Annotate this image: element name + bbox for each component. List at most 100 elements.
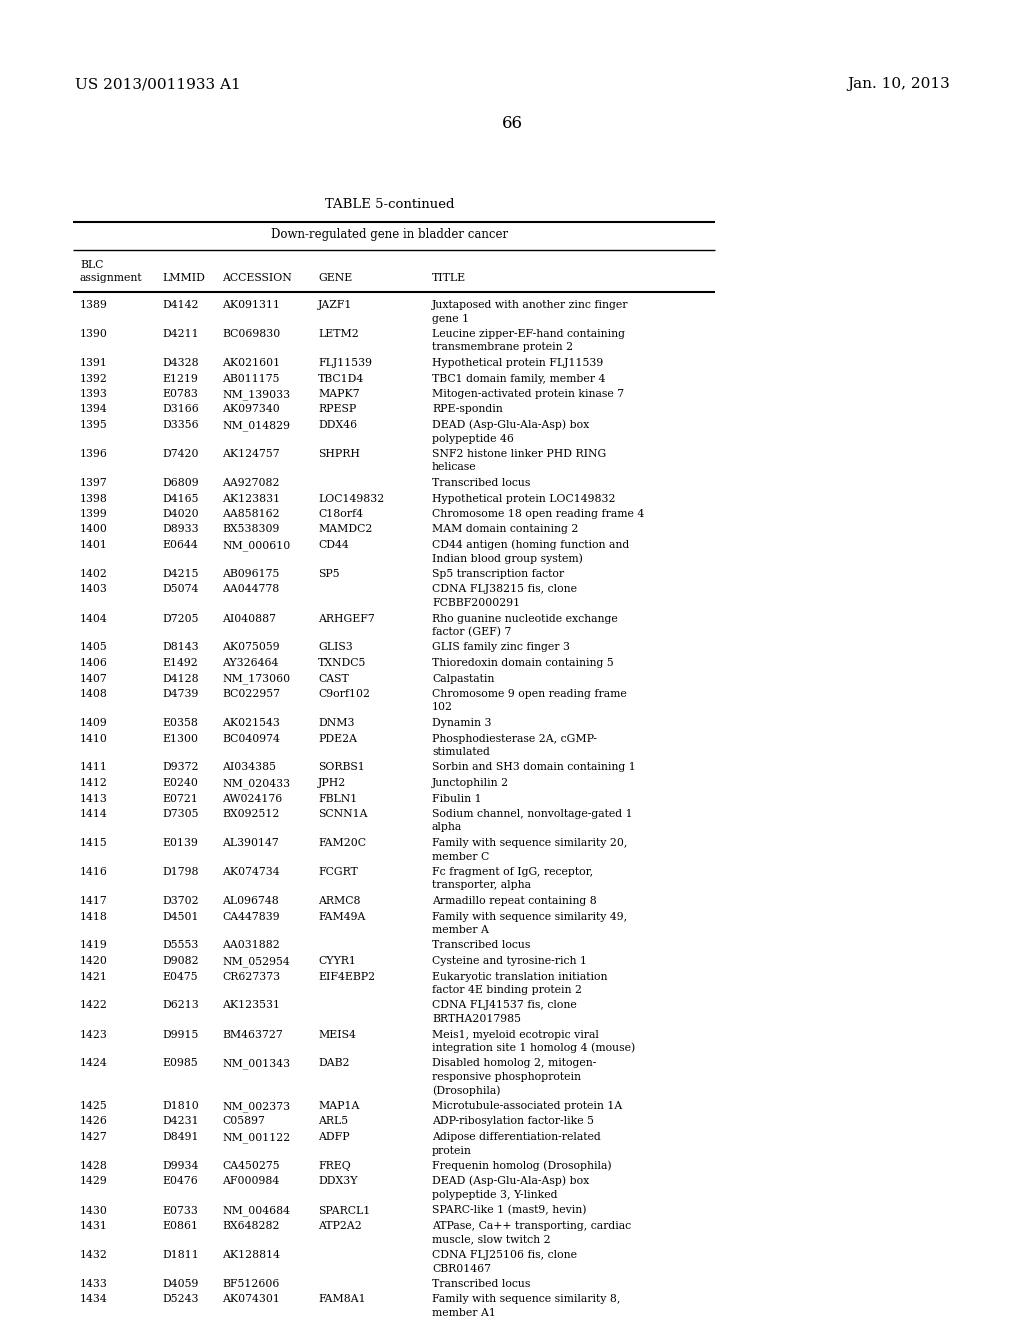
Text: DDX3Y: DDX3Y [318,1176,357,1187]
Text: NM_020433: NM_020433 [222,777,290,789]
Text: FLJ11539: FLJ11539 [318,358,372,368]
Text: CDNA FLJ38215 fis, clone: CDNA FLJ38215 fis, clone [432,585,577,594]
Text: CYYR1: CYYR1 [318,956,356,966]
Text: Thioredoxin domain containing 5: Thioredoxin domain containing 5 [432,657,613,668]
Text: EIF4EBP2: EIF4EBP2 [318,972,375,982]
Text: D4739: D4739 [162,689,199,700]
Text: AF000984: AF000984 [222,1176,280,1187]
Text: stimulated: stimulated [432,747,489,756]
Text: Jan. 10, 2013: Jan. 10, 2013 [847,77,950,91]
Text: AI034385: AI034385 [222,763,276,772]
Text: TBC1D4: TBC1D4 [318,374,365,384]
Text: Cysteine and tyrosine-rich 1: Cysteine and tyrosine-rich 1 [432,956,587,966]
Text: 1427: 1427 [80,1133,108,1142]
Text: Fc fragment of IgG, receptor,: Fc fragment of IgG, receptor, [432,867,593,876]
Text: Adipose differentiation-related: Adipose differentiation-related [432,1133,601,1142]
Text: JPH2: JPH2 [318,777,346,788]
Text: Down-regulated gene in bladder cancer: Down-regulated gene in bladder cancer [271,228,509,242]
Text: D5074: D5074 [162,585,199,594]
Text: E1300: E1300 [162,734,198,743]
Text: 1403: 1403 [80,585,108,594]
Text: Family with sequence similarity 49,: Family with sequence similarity 49, [432,912,627,921]
Text: DEAD (Asp-Glu-Ala-Asp) box: DEAD (Asp-Glu-Ala-Asp) box [432,420,589,430]
Text: 1411: 1411 [80,763,108,772]
Text: AK123831: AK123831 [222,494,281,503]
Text: E0733: E0733 [162,1205,198,1216]
Text: 1429: 1429 [80,1176,108,1187]
Text: FBLN1: FBLN1 [318,793,357,804]
Text: D4165: D4165 [162,494,199,503]
Text: E0475: E0475 [162,972,198,982]
Text: AA858162: AA858162 [222,510,280,519]
Text: E1219: E1219 [162,374,198,384]
Text: ARL5: ARL5 [318,1117,348,1126]
Text: D4328: D4328 [162,358,199,368]
Text: AB011175: AB011175 [222,374,280,384]
Text: 1396: 1396 [80,449,108,459]
Text: Frequenin homolog (Drosophila): Frequenin homolog (Drosophila) [432,1160,611,1171]
Text: AW024176: AW024176 [222,793,283,804]
Text: FCBBF2000291: FCBBF2000291 [432,598,520,609]
Text: AK021543: AK021543 [222,718,280,729]
Text: 1404: 1404 [80,614,108,623]
Text: Fibulin 1: Fibulin 1 [432,793,481,804]
Text: D9915: D9915 [162,1030,199,1040]
Text: AK097340: AK097340 [222,404,280,414]
Text: assignment: assignment [80,273,142,282]
Text: E0861: E0861 [162,1221,198,1232]
Text: 1417: 1417 [80,896,108,906]
Text: BC069830: BC069830 [222,329,281,339]
Text: Leucine zipper-EF-hand containing: Leucine zipper-EF-hand containing [432,329,625,339]
Text: 1409: 1409 [80,718,108,729]
Text: 1400: 1400 [80,524,108,535]
Text: AA044778: AA044778 [222,585,280,594]
Text: 1408: 1408 [80,689,108,700]
Text: ATPase, Ca++ transporting, cardiac: ATPase, Ca++ transporting, cardiac [432,1221,631,1232]
Text: muscle, slow twitch 2: muscle, slow twitch 2 [432,1234,551,1245]
Text: Junctophilin 2: Junctophilin 2 [432,777,509,788]
Text: CD44: CD44 [318,540,349,550]
Text: MEIS4: MEIS4 [318,1030,356,1040]
Text: NM_001122: NM_001122 [222,1133,290,1143]
Text: 1422: 1422 [80,1001,108,1011]
Text: polypeptide 46: polypeptide 46 [432,433,514,444]
Text: CD44 antigen (homing function and: CD44 antigen (homing function and [432,540,630,550]
Text: AK074734: AK074734 [222,867,280,876]
Text: 1389: 1389 [80,300,108,310]
Text: LETM2: LETM2 [318,329,358,339]
Text: D3166: D3166 [162,404,199,414]
Text: AK128814: AK128814 [222,1250,280,1261]
Text: Sodium channel, nonvoltage-gated 1: Sodium channel, nonvoltage-gated 1 [432,809,633,818]
Text: member A1: member A1 [432,1308,496,1317]
Text: transmembrane protein 2: transmembrane protein 2 [432,342,573,352]
Text: SORBS1: SORBS1 [318,763,365,772]
Text: E0139: E0139 [162,838,198,847]
Text: factor (GEF) 7: factor (GEF) 7 [432,627,511,638]
Text: 1421: 1421 [80,972,108,982]
Text: D4020: D4020 [162,510,199,519]
Text: CBR01467: CBR01467 [432,1263,490,1274]
Text: BF512606: BF512606 [222,1279,280,1290]
Text: CA450275: CA450275 [222,1162,280,1171]
Text: member A: member A [432,925,488,935]
Text: BLC: BLC [80,260,103,271]
Text: 1428: 1428 [80,1162,108,1171]
Text: AK123531: AK123531 [222,1001,280,1011]
Text: MAPK7: MAPK7 [318,389,359,399]
Text: D4215: D4215 [162,569,199,579]
Text: 1424: 1424 [80,1059,108,1068]
Text: D1798: D1798 [162,867,199,876]
Text: 1432: 1432 [80,1250,108,1261]
Text: ACCESSION: ACCESSION [222,273,292,282]
Text: D6213: D6213 [162,1001,199,1011]
Text: D7205: D7205 [162,614,199,623]
Text: Transcribed locus: Transcribed locus [432,1279,530,1290]
Text: 1414: 1414 [80,809,108,818]
Text: TITLE: TITLE [432,273,466,282]
Text: PDE2A: PDE2A [318,734,357,743]
Text: TXNDC5: TXNDC5 [318,657,367,668]
Text: DAB2: DAB2 [318,1059,349,1068]
Text: CR627373: CR627373 [222,972,281,982]
Text: BRTHA2017985: BRTHA2017985 [432,1014,521,1024]
Text: 102: 102 [432,702,453,713]
